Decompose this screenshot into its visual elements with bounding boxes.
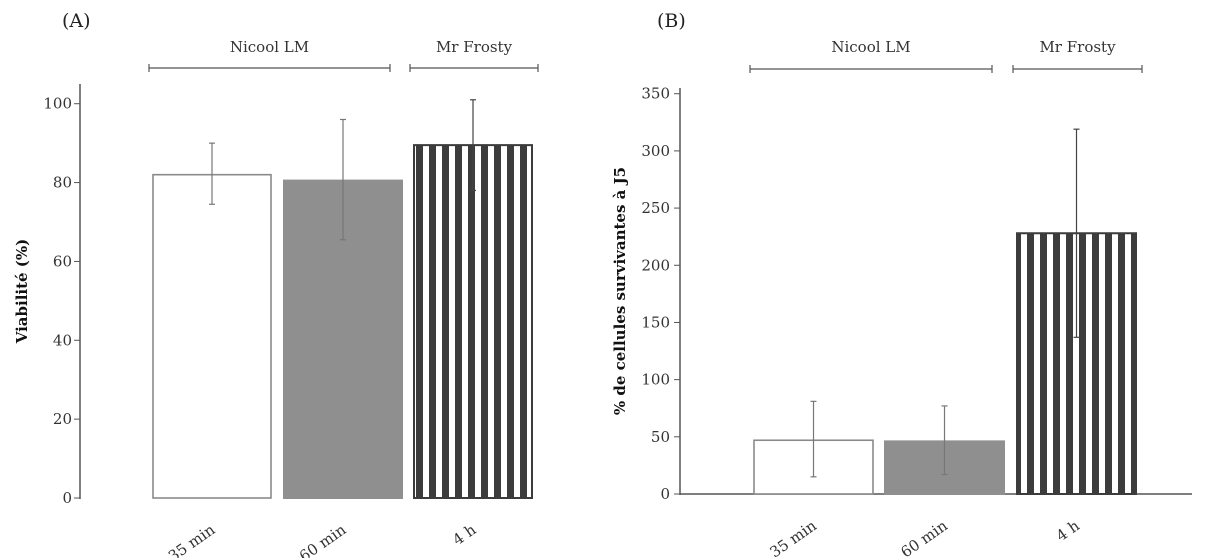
bar-35-min [152,173,272,499]
y-tick-label: 0 [62,489,72,507]
y-tick-label: 300 [641,142,670,160]
group-label: Mr Frosty [1039,38,1116,56]
y-tick-label: 50 [651,428,670,446]
group-label: Nicool LM [230,38,309,56]
y-tick-label: 20 [53,410,72,428]
category-label: 4 h [1053,516,1083,545]
group-label: Nicool LM [831,38,910,56]
y-tick-label: 60 [53,252,72,270]
y-tick-label: 40 [53,331,72,349]
y-tick-label: 0 [660,485,670,503]
panel-b-letter: (B) [657,10,686,32]
category-label: 35 min [766,516,820,558]
bar-4-h [413,144,533,499]
y-tick-label: 200 [641,256,670,274]
y-tick-label: 350 [641,85,670,103]
y-axis-label: Viabilité (%) [13,239,31,345]
category-label: 60 min [296,520,350,558]
y-tick-label: 150 [641,313,670,331]
y-tick-label: 80 [53,174,72,192]
y-axis-label: % de cellules survivantes à J5 [611,167,629,415]
y-tick-label: 100 [43,95,72,113]
group-label: Mr Frosty [436,38,513,56]
y-tick-label: 100 [641,371,670,389]
panel-b-chart: 0 50 100 150 200 250 300 350 % de cellules survi… [611,38,1192,558]
panel-a-letter: (A) [62,10,91,32]
y-tick-label: 250 [641,199,670,217]
category-label: 4 h [449,520,479,549]
category-label: 35 min [165,520,219,558]
panel-a-chart: 0 20 40 60 80 100 Viabilité (%) 35 min 60 min 4 h… [13,38,539,558]
category-label: 60 min [897,516,951,558]
